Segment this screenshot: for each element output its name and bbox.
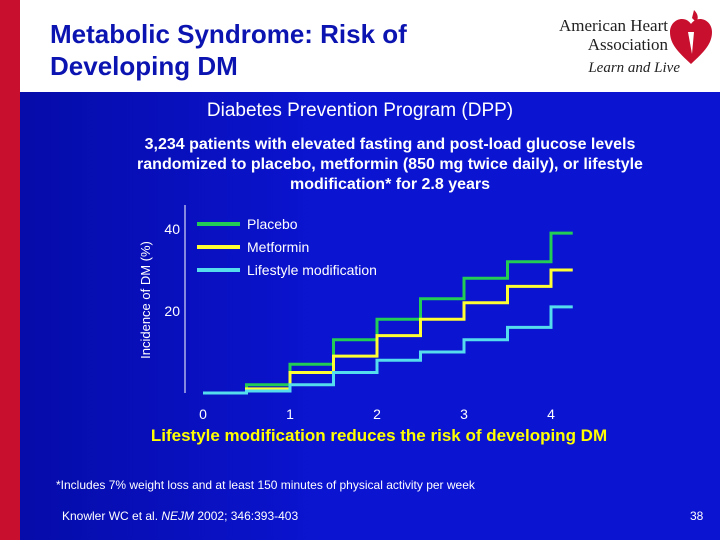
citation-reference: 2002; 346:393-403 (194, 509, 299, 523)
y-tick-label: 20 (164, 303, 180, 319)
footnote: *Includes 7% weight loss and at least 15… (56, 478, 475, 492)
heart-torch-icon (670, 10, 712, 64)
x-tick-label: 4 (547, 406, 555, 422)
title-line-2: Developing DM (50, 51, 238, 81)
series-lines (203, 231, 573, 395)
series-line-lifestyle-modification (203, 305, 573, 395)
citation: Knowler WC et al. NEJM 2002; 346:393-403 (62, 509, 298, 523)
x-tick-label: 3 (460, 406, 468, 422)
description-line-1: 3,234 patients with elevated fasting and… (144, 136, 636, 153)
series-line-metformin (203, 268, 573, 395)
conclusion-text: Lifestyle modification reduces the risk … (150, 426, 608, 445)
x-tick-label: 0 (199, 406, 207, 422)
x-tick-label: 1 (286, 406, 294, 422)
chart-legend: Placebo Metformin Lifestyle modification (197, 216, 377, 278)
description-line-2: randomized to placebo, metformin (850 mg… (137, 156, 643, 173)
legend-label: Placebo (247, 216, 298, 232)
left-accent-bar (0, 0, 20, 540)
citation-journal: NEJM (161, 509, 195, 523)
legend-label: Metformin (247, 239, 309, 255)
study-subtitle: Diabetes Prevention Program (DPP) (206, 100, 514, 121)
citation-authors: Knowler WC et al. (62, 509, 162, 523)
page-number: 38 (690, 509, 704, 523)
logo-tagline: Learn and Live (588, 60, 680, 76)
y-tick-label: 40 (164, 221, 180, 237)
x-tick-labels: 0 1 2 3 4 (199, 406, 555, 422)
title-line-1: Metabolic Syndrome: Risk of (50, 19, 407, 49)
x-tick-label: 2 (373, 406, 381, 422)
legend-label: Lifestyle modification (247, 262, 377, 278)
logo-name-line-1: American Heart (558, 16, 668, 35)
description-line-3: modification* for 2.8 years (289, 176, 491, 193)
slide-title: Metabolic Syndrome: Risk of Developing D… (50, 18, 510, 82)
y-axis-label: Incidence of DM (%) (138, 241, 153, 359)
aha-logo: American Heart Association Learn and Liv… (540, 8, 715, 86)
logo-name: American Heart Association (540, 16, 668, 54)
study-description: 3,234 patients with elevated fasting and… (60, 135, 720, 195)
header-band (20, 0, 720, 92)
series-line-placebo (203, 231, 573, 395)
logo-name-line-2: Association (587, 35, 668, 54)
